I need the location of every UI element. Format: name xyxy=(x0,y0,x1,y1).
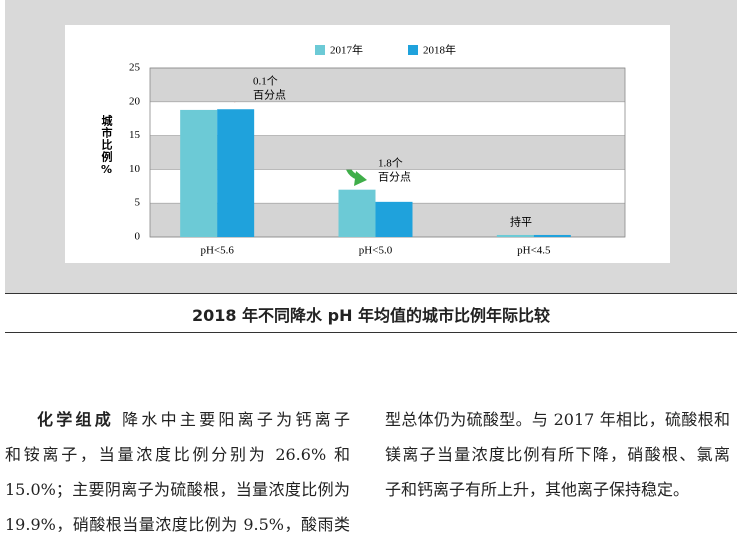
y-tick-label: 15 xyxy=(129,129,141,141)
x-tick-label: pH<5.0 xyxy=(359,245,393,257)
y-tick-label: 20 xyxy=(129,95,141,107)
rule xyxy=(5,293,737,294)
bar xyxy=(496,234,534,237)
text-line: 型总体仍为硫酸型。与 2017 年相比，硫酸根和 xyxy=(385,406,730,430)
annotation: 百分点 xyxy=(253,89,286,102)
x-tick-label: pH<5.6 xyxy=(200,245,234,257)
annotation: 持平 xyxy=(510,215,532,229)
text-line: 化学组成 降水中主要阳离子为钙离子 xyxy=(5,406,350,430)
y-axis-label: 城市比例% xyxy=(100,115,113,177)
bar xyxy=(180,109,218,237)
legend-label: 2017年 xyxy=(330,43,363,57)
y-tick-label: 25 xyxy=(129,62,141,74)
bar xyxy=(338,189,376,237)
text-line: 镁离子当量浓度比例有所下降，硝酸根、氯离 xyxy=(385,441,730,465)
y-tick-label: 10 xyxy=(129,163,141,175)
annotation: 1.8个 xyxy=(378,157,403,170)
text-line: 19.9%，硝酸根当量浓度比例为 9.5%，酸雨类 xyxy=(5,511,350,535)
text-line: 和铵离子，当量浓度比例分别为 26.6% 和 xyxy=(5,441,350,465)
grid-band xyxy=(150,68,625,102)
annotation: 0.1个 xyxy=(253,75,278,88)
heading: 化学组成 xyxy=(37,410,115,429)
text: 19.9%，硝酸根当量浓度比例为 9.5%，酸雨类 xyxy=(5,515,350,534)
text: 降水中主要阳离子为钙离子 xyxy=(122,410,350,429)
legend-label: 2018年 xyxy=(423,43,456,57)
text: 子和钙离子有所上升，其他离子保持稳定。 xyxy=(385,480,690,499)
text-line: 子和钙离子有所上升，其他离子保持稳定。 xyxy=(385,476,730,500)
annotation: 百分点 xyxy=(378,171,411,184)
text: 和铵离子，当量浓度比例分别为 26.6% 和 xyxy=(5,445,350,464)
text: 15.0%；主要阴离子为硫酸根，当量浓度比例为 xyxy=(5,480,350,499)
rule xyxy=(5,332,737,333)
x-tick-label: pH<4.5 xyxy=(517,245,551,257)
text: 型总体仍为硫酸型。与 2017 年相比，硫酸根和 xyxy=(385,410,730,429)
text-line: 15.0%；主要阴离子为硫酸根，当量浓度比例为 xyxy=(5,476,350,500)
text: 镁离子当量浓度比例有所下降，硝酸根、氯离 xyxy=(385,445,730,464)
bar xyxy=(217,109,255,237)
y-tick-label: 0 xyxy=(135,231,141,243)
legend-swatch xyxy=(315,45,325,55)
bar xyxy=(375,201,413,237)
chart: 0 5 10 15 20 25 pH<5.6 pH<5.0 pH<4.5 2017年 2018年 0.… xyxy=(65,25,670,263)
bar xyxy=(533,234,571,237)
y-tick-label: 5 xyxy=(135,197,141,209)
caption: 2018 年不同降水 pH 年均值的城市比例年际比较 xyxy=(191,306,551,325)
legend-swatch xyxy=(408,45,418,55)
down-arrow-head xyxy=(354,171,367,186)
